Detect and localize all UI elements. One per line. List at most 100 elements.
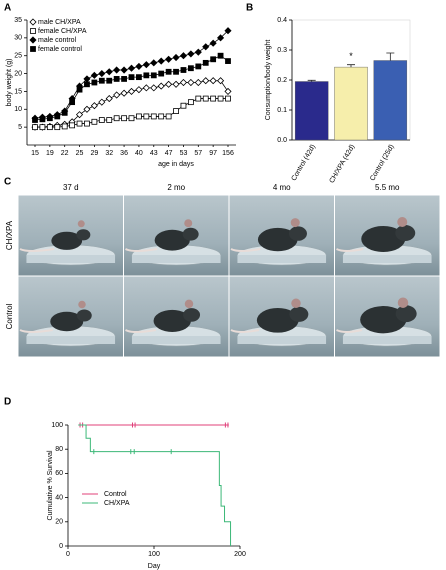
- data-point: [142, 84, 150, 92]
- platform-edge: [342, 336, 432, 344]
- data-point: [106, 77, 113, 84]
- x-tick-label: 32: [105, 150, 113, 157]
- mouse-tail: [19, 248, 55, 252]
- data-point: [187, 65, 194, 72]
- legend-label: male control: [38, 37, 77, 44]
- data-point: [128, 115, 135, 122]
- data-point: [187, 99, 194, 106]
- data-point: [121, 115, 127, 122]
- mouse-head: [183, 308, 201, 322]
- x-tick-label: CH/XPA (42d): [329, 143, 357, 184]
- y-axis-label: Cumulative % Survival: [47, 450, 54, 520]
- data-point: [46, 115, 53, 122]
- x-tick-label: 43: [150, 150, 158, 157]
- error-bar: [386, 52, 395, 61]
- y-tick-label: 60: [55, 470, 63, 477]
- data-point: [143, 72, 150, 79]
- platform-edge: [237, 336, 327, 344]
- data-point: [90, 102, 98, 110]
- column-label: 5.5 mo: [375, 183, 400, 192]
- data-point: [105, 68, 113, 76]
- data-point: [75, 111, 84, 119]
- data-point: [135, 86, 143, 94]
- x-tick-label: 15: [31, 150, 39, 157]
- data-point: [84, 120, 90, 127]
- legend-label: Control: [104, 491, 127, 498]
- y-tick-label: 0.1: [277, 107, 287, 114]
- data-point: [121, 76, 127, 82]
- mouse-tail: [19, 329, 53, 333]
- legend-marker: [29, 18, 37, 26]
- data-point: [172, 53, 180, 62]
- data-point: [187, 78, 195, 87]
- photo: [124, 276, 229, 357]
- mouse-tail: [125, 329, 157, 333]
- data-point: [84, 81, 90, 88]
- data-point: [173, 108, 179, 114]
- data-point: [120, 66, 128, 74]
- mouse-ear: [397, 297, 409, 308]
- x-tick-label: 36: [120, 150, 128, 157]
- y-tick-label: 0.3: [277, 47, 287, 54]
- data-point: [195, 95, 202, 102]
- mouse-body: [360, 306, 407, 334]
- bar: [334, 66, 368, 141]
- mouse-head: [182, 227, 199, 241]
- data-point: [158, 70, 165, 77]
- panel-label: C: [4, 177, 11, 188]
- platform-edge: [342, 255, 432, 263]
- x-tick-label: 19: [46, 150, 54, 157]
- data-point: [217, 77, 225, 85]
- panel-label: A: [4, 3, 11, 14]
- data-point: [165, 55, 173, 63]
- data-point: [143, 113, 150, 120]
- bar: [373, 60, 408, 141]
- data-point: [113, 76, 120, 82]
- mouse-head: [395, 305, 417, 323]
- y-tick-label: 80: [55, 446, 63, 453]
- data-point: [179, 78, 188, 87]
- annotation: *: [349, 51, 353, 61]
- column-label: 37 d: [63, 183, 79, 192]
- data-point: [98, 117, 105, 123]
- data-point: [98, 77, 105, 84]
- data-point: [150, 72, 157, 79]
- data-point: [127, 64, 136, 72]
- mouse-head: [395, 225, 416, 241]
- data-point: [157, 82, 165, 90]
- platform-edge: [237, 255, 327, 263]
- data-point: [39, 124, 46, 131]
- error-bar: [347, 64, 355, 68]
- mouse-tail: [336, 329, 363, 333]
- data-point: [217, 34, 225, 42]
- data-point: [39, 116, 46, 123]
- data-point: [83, 105, 91, 113]
- data-point: [90, 71, 98, 79]
- x-tick-label: 100: [148, 551, 160, 558]
- y-tick-label: 30: [14, 35, 22, 42]
- x-tick-label: 22: [61, 150, 69, 157]
- y-tick-label: 5: [18, 124, 22, 131]
- y-tick-label: 35: [14, 17, 22, 24]
- panel-label: B: [246, 3, 253, 14]
- data-point: [210, 56, 217, 63]
- x-tick-label: 29: [90, 150, 98, 157]
- photo: [18, 276, 123, 357]
- data-point: [158, 113, 165, 120]
- data-point: [217, 95, 224, 102]
- data-point: [180, 102, 187, 109]
- data-point: [113, 115, 120, 122]
- mouse-tail: [125, 248, 158, 252]
- mouse-body: [51, 231, 83, 250]
- data-point: [105, 95, 113, 103]
- data-point: [225, 58, 231, 64]
- data-point: [76, 120, 83, 127]
- mouse-ear: [184, 219, 193, 228]
- photo: [18, 195, 123, 276]
- mouse-head: [288, 226, 307, 241]
- data-point: [150, 84, 158, 92]
- y-tick-label: 20: [55, 519, 63, 526]
- y-tick-label: 25: [14, 53, 22, 60]
- y-tick-label: 0.0: [277, 137, 287, 144]
